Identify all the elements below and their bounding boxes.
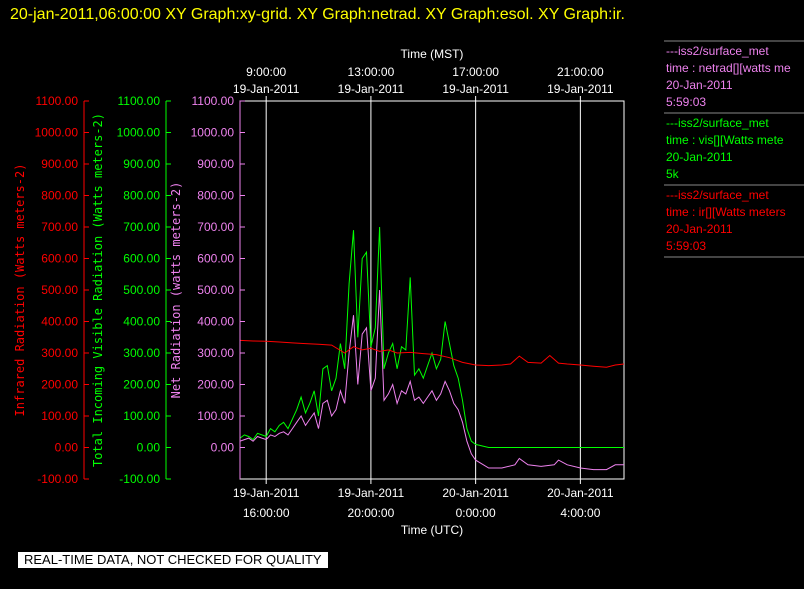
ir-tick-label: 900.00 <box>41 157 78 171</box>
net-tick-label: 700.00 <box>197 220 234 234</box>
bottom-tick-time: 0:00:00 <box>456 506 496 520</box>
vertical-grid <box>265 101 581 479</box>
net-series-line <box>239 289 624 471</box>
vis-tick-label: 800.00 <box>123 189 160 203</box>
legend-net-line: ---iss2/surface_met <box>666 44 769 58</box>
net-tick-label: 500.00 <box>197 283 234 297</box>
net-tick-label: 1100.00 <box>192 94 235 108</box>
net-tick-label: 400.00 <box>197 315 234 329</box>
legend-net-line: time : netrad[][watts me <box>666 61 791 75</box>
net-tick-label: 200.00 <box>197 378 234 392</box>
vis-tick-label: 600.00 <box>123 252 160 266</box>
bottom-tick-date: 19-Jan-2011 <box>338 486 405 500</box>
vis-tick-label: 500.00 <box>123 283 160 297</box>
net-tick-label: 1000.00 <box>191 126 235 140</box>
top-tick-time: 17:00:00 <box>452 65 499 79</box>
vis-tick-label: 0.00 <box>137 441 161 455</box>
vis-tick-label: -100.00 <box>119 472 160 486</box>
legend-net-line: 20-Jan-2011 <box>666 78 733 92</box>
legend-ir-line: ---iss2/surface_met <box>666 188 769 202</box>
net-tick-label: 900.00 <box>197 157 234 171</box>
net-tick-label: 100.00 <box>197 409 234 423</box>
legend-net-line: 5:59:03 <box>666 95 706 109</box>
ir-tick-label: 800.00 <box>41 189 78 203</box>
ir-axis-title: Infrared Radiation (Watts meters-2) <box>13 164 27 417</box>
ir-tick-label: 1100.00 <box>36 94 79 108</box>
top-tick-time: 9:00:00 <box>246 65 286 79</box>
bottom-tick-time: 20:00:00 <box>348 506 395 520</box>
ir-tick-label: -100.00 <box>37 472 78 486</box>
legend-vis-line: ---iss2/surface_met <box>666 116 769 130</box>
ir-tick-label: 300.00 <box>41 346 78 360</box>
ir-tick-label: 400.00 <box>41 315 78 329</box>
ir-tick-label: 200.00 <box>41 378 78 392</box>
vis-tick-label: 1000.00 <box>117 126 161 140</box>
top-tick-date: 19-Jan-2011 <box>233 82 300 96</box>
ir-tick-label: 100.00 <box>41 409 78 423</box>
quality-note: REAL-TIME DATA, NOT CHECKED FOR QUALITY <box>18 552 328 568</box>
net-tick-label: 600.00 <box>197 252 234 266</box>
bottom-tick-time: 4:00:00 <box>560 506 600 520</box>
ir-tick-label: 0.00 <box>55 441 79 455</box>
legend-vis-line: time : vis[][Watts mete <box>666 133 784 147</box>
ir-tick-label: 500.00 <box>41 283 78 297</box>
legend-ir-line: 5:59:03 <box>666 239 706 253</box>
plot-frame <box>239 100 625 480</box>
net-tick-label: 0.00 <box>211 441 235 455</box>
vis-axis-title: Total Incoming Visible Radiation (Watts … <box>91 113 105 467</box>
legend-vis-line: 5k <box>666 167 680 181</box>
top-tick-time: 13:00:00 <box>348 65 395 79</box>
vis-series-line <box>239 226 624 448</box>
top-tick-date: 19-Jan-2011 <box>442 82 509 96</box>
net-tick-label: 800.00 <box>197 189 234 203</box>
legend-vis-line: 20-Jan-2011 <box>666 150 733 164</box>
vis-tick-label: 1100.00 <box>118 94 161 108</box>
bottom-tick-date: 20-Jan-2011 <box>442 486 509 500</box>
series-layer <box>239 226 625 471</box>
legend-ir-line: 20-Jan-2011 <box>666 222 733 236</box>
top-tick-date: 19-Jan-2011 <box>547 82 614 96</box>
bottom-tick-date: 20-Jan-2011 <box>547 486 614 500</box>
bottom-tick-date: 19-Jan-2011 <box>233 486 300 500</box>
vis-tick-label: 700.00 <box>123 220 160 234</box>
ir-tick-label: 1000.00 <box>35 126 79 140</box>
vis-tick-label: 200.00 <box>123 378 160 392</box>
top-tick-time: 21:00:00 <box>557 65 604 79</box>
ticks-layer: -100.00 -100.00 0.00 0.00 0.00 100.00 100.00 10… <box>35 65 614 520</box>
net-axis-title: Net Radiation (watts meters-2) <box>169 182 183 399</box>
ir-tick-label: 600.00 <box>41 252 78 266</box>
bottom-tick-time: 16:00:00 <box>243 506 290 520</box>
top-axis-title: Time (MST) <box>401 47 464 61</box>
top-tick-date: 19-Jan-2011 <box>338 82 405 96</box>
legend-ir-line: time : ir[][Watts meters <box>666 205 786 219</box>
net-tick-label: 300.00 <box>197 346 234 360</box>
vis-tick-label: 300.00 <box>123 346 160 360</box>
vis-tick-label: 900.00 <box>123 157 160 171</box>
vis-tick-label: 100.00 <box>123 409 160 423</box>
ir-tick-label: 700.00 <box>41 220 78 234</box>
bottom-axis-title: Time (UTC) <box>401 523 463 537</box>
ir-series-line <box>239 339 625 368</box>
header-text: 20-jan-2011,06:00:00 XY Graph:xy-grid. X… <box>10 6 625 23</box>
vis-tick-label: 400.00 <box>123 315 160 329</box>
